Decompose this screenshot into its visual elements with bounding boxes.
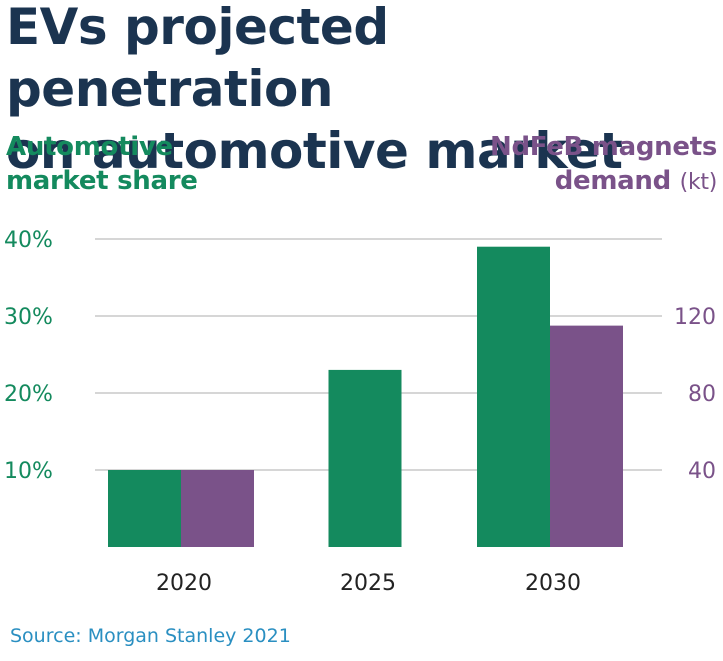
right-tick-label: 40 [688, 459, 716, 484]
left-tick-label: 30% [4, 305, 53, 330]
x-tick-label: 2020 [156, 571, 212, 596]
source-note: Source: Morgan Stanley 2021 [10, 625, 291, 647]
right-tick-label: 80 [688, 382, 716, 407]
left-tick-label: 10% [4, 459, 53, 484]
right-axis-unit: (kt) [679, 170, 718, 195]
right-axis-title-line-1: NdFeB magnets [490, 132, 717, 162]
bar-ndfeb-demand-2030 [550, 325, 623, 547]
left-axis-title: Automotive market share [6, 130, 198, 198]
bars [108, 246, 623, 547]
x-tick-label: 2030 [525, 571, 581, 596]
right-axis-title: NdFeB magnets demand (kt) [490, 130, 717, 200]
chart-title: EVs projected penetration on automotive … [6, 0, 723, 182]
chart-title-line-2: on automotive market [6, 122, 623, 180]
bar-market-share-2020 [108, 470, 181, 547]
left-tick-label: 40% [4, 228, 53, 253]
right-tick-label: 120 [674, 305, 716, 330]
bar-ndfeb-demand-2020 [181, 470, 254, 547]
right-axis-title-line-2: demand [554, 166, 672, 196]
left-tick-label: 20% [4, 382, 53, 407]
x-tick-label: 2025 [340, 571, 396, 596]
bar-market-share-2030 [477, 246, 550, 547]
axis-labels: 10% 20% 30% 40% 40 80 120 2020 2025 2030 [4, 228, 716, 596]
left-axis-title-line-2: market share [6, 166, 198, 196]
left-axis-title-line-1: Automotive [6, 132, 173, 162]
chart-title-line-1: EVs projected penetration [6, 0, 389, 118]
bar-market-share-2025 [328, 369, 402, 547]
